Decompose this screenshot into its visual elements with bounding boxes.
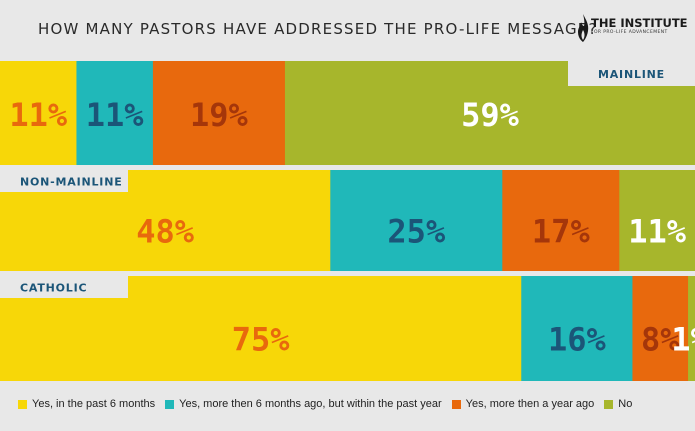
data-label-non-mainline-2: 25% [387, 213, 446, 251]
chart-title: HOW MANY PASTORS HAVE ADDRESSED THE PRO-… [38, 20, 598, 38]
bar-segment-non-mainline-3 [502, 170, 620, 271]
data-label-catholic-3: 8% [641, 321, 680, 359]
bar-segment-catholic-4 [688, 276, 695, 381]
category-tab-mainline [568, 61, 695, 86]
bar-segment-mainline-3 [152, 61, 286, 165]
legend-item-3: Yes, more then a year ago [451, 398, 595, 410]
logo: THE INSTITUTE FOR PRO-LIFE ADVANCEMENT [576, 13, 694, 45]
legend-label: Yes, more then a year ago [465, 398, 595, 410]
legend-item-2: Yes, more then 6 months ago, but within … [165, 398, 442, 410]
data-label-catholic-1: 75% [232, 321, 291, 359]
legend-label: Yes, in the past 6 months [32, 398, 156, 410]
legend-swatch [18, 399, 27, 409]
legend-swatch [451, 399, 461, 409]
flame-icon [578, 14, 589, 42]
legend-swatch [165, 399, 175, 409]
category-label-non-mainline: NON-MAINLINE [20, 176, 123, 189]
bar-segment-non-mainline-4 [619, 170, 695, 271]
category-tab-catholic [0, 276, 128, 298]
data-label-mainline-1: 11% [9, 96, 68, 134]
legend-label: Yes, more then 6 months ago, but within … [179, 398, 442, 410]
legend-label: No [618, 398, 633, 410]
bar-segment-catholic-2 [521, 276, 633, 381]
data-label-catholic-2: 16% [548, 321, 607, 359]
data-label-mainline-4: 59% [461, 96, 520, 134]
bar-segment-non-mainline-2 [330, 170, 503, 271]
data-label-mainline-3: 19% [190, 96, 249, 134]
logo-subtitle: FOR PRO-LIFE ADVANCEMENT [591, 30, 668, 35]
legend-item-4: No [604, 398, 632, 410]
legend-swatch [604, 399, 614, 409]
legend-item-1: Yes, in the past 6 months [18, 398, 155, 410]
data-label-mainline-2: 11% [86, 96, 145, 134]
legend: Yes, in the past 6 months Yes, more then … [18, 398, 642, 410]
data-label-non-mainline-4: 11% [628, 213, 687, 251]
category-label-catholic: CATHOLIC [20, 282, 87, 295]
bar-segment-mainline-1 [0, 61, 77, 165]
bar-segment-catholic-3 [632, 276, 689, 381]
category-tab-non-mainline [0, 170, 128, 192]
bar-segment-mainline-2 [76, 61, 154, 165]
data-label-non-mainline-1: 48% [136, 213, 195, 251]
data-label-non-mainline-3: 17% [532, 213, 591, 251]
data-label-catholic-4: 1% [671, 321, 695, 359]
category-label-mainline: MAINLINE [598, 68, 665, 81]
logo-name: THE INSTITUTE [591, 16, 688, 30]
